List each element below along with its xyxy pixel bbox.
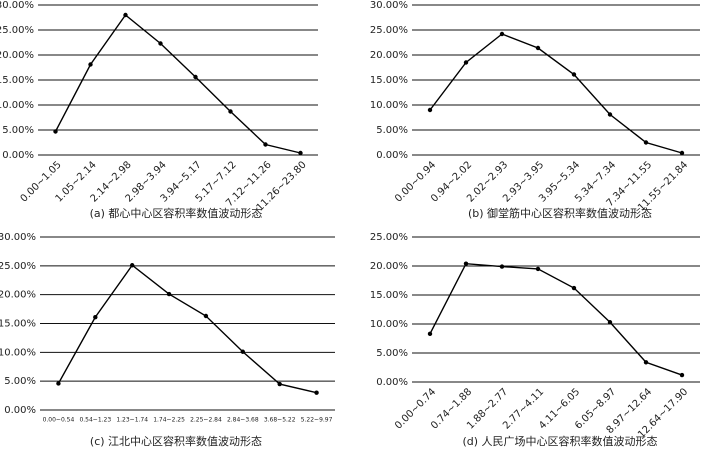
data-point [314,390,319,395]
data-point [203,313,209,319]
data-line [429,33,683,154]
data-point [166,291,172,297]
data-line [54,13,301,154]
caption: (c) 江北中心区容积率数值波动形态 [90,434,262,448]
x-tick-label: 1.74~2.25 [153,417,185,424]
data-point [123,12,128,18]
data-line [57,264,317,394]
data-point [679,150,685,156]
data-point [56,381,61,386]
y-tick-label: 25.00% [0,25,34,36]
y-tick-label: 30.00% [0,232,36,243]
data-line [429,262,683,376]
data-point [93,314,98,320]
y-tick-label: 20.00% [0,50,34,61]
x-tick-label: 0.00~0.54 [43,417,75,424]
data-point [499,264,505,269]
y-tick-label: 15.00% [0,75,34,86]
data-point [53,129,58,134]
y-tick-label: 0.00% [376,377,408,388]
y-tick-label: 15.00% [370,75,408,86]
data-point [427,107,433,113]
x-tick-label: 2.25~2.84 [190,417,222,424]
data-point [158,41,163,46]
caption: (d) 人民广场中心区容积率数值波动形态 [462,434,657,448]
data-point [240,349,246,354]
y-tick-label: 20.00% [370,50,408,61]
data-point [129,263,135,268]
y-tick-label: 0.00% [376,150,408,161]
x-tick-label: 2.84~3.68 [227,417,259,424]
y-tick-label: 5.00% [376,348,408,359]
data-point [228,109,233,114]
data-point [427,331,433,337]
data-point [193,74,198,80]
data-point [607,320,613,325]
data-point [499,31,505,37]
data-point [571,285,577,291]
y-tick-label: 25.00% [370,25,408,36]
data-point [607,112,613,117]
data-point [571,72,577,77]
y-tick-label: 30.00% [370,0,408,11]
y-tick-label: 5.00% [376,125,408,136]
y-tick-label: 10.00% [370,319,408,330]
data-point [643,360,649,365]
x-tick-label: 1.23~1.74 [116,417,148,424]
y-tick-label: 30.00% [0,0,34,11]
x-tick-label: 5.22~9.97 [301,417,333,424]
data-point [463,261,469,266]
data-point [535,45,541,51]
y-tick-label: 15.00% [0,319,36,330]
data-point [463,60,469,65]
data-point [535,266,541,272]
data-point [679,372,685,378]
caption: (b) 御堂筋中心区容积率数值波动形态 [468,206,652,220]
y-tick-label: 15.00% [370,290,408,301]
y-tick-label: 5.00% [4,376,36,387]
x-tick-label: 0.54~1.23 [79,417,111,424]
data-point [277,381,282,387]
y-tick-label: 0.00% [2,150,34,161]
y-tick-label: 20.00% [370,261,408,272]
data-point [643,140,649,145]
y-tick-label: 10.00% [0,100,34,111]
y-tick-label: 20.00% [0,290,36,301]
caption: (a) 都心中心区容积率数值波动形态 [90,206,263,220]
data-point [263,142,268,147]
y-tick-label: 10.00% [0,347,36,358]
data-point [298,150,303,156]
y-tick-label: 10.00% [370,100,408,111]
data-point [88,62,93,67]
y-tick-label: 25.00% [0,261,36,272]
y-tick-label: 25.00% [370,232,408,243]
y-tick-label: 5.00% [2,125,34,136]
x-tick-label: 3.68~5.22 [264,417,296,424]
y-tick-label: 0.00% [4,405,36,416]
